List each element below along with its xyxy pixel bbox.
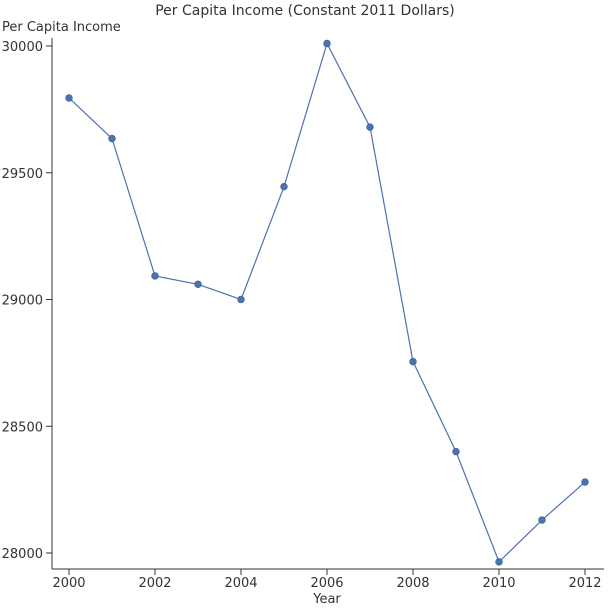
y-tick-label: 29500 <box>2 167 43 182</box>
data-point <box>366 123 374 131</box>
x-tick-label: 2012 <box>568 576 601 591</box>
x-axis-ticks: 2000 2002 2004 2006 2008 2010 2012 <box>52 569 602 591</box>
y-tick-label: 29000 <box>2 294 43 309</box>
series-line <box>68 41 586 563</box>
data-point <box>151 272 159 280</box>
data-point <box>65 94 73 102</box>
chart-title: Per Capita Income (Constant 2011 Dollars… <box>155 3 455 19</box>
y-tick-label: 28500 <box>2 420 43 435</box>
data-point <box>409 357 417 366</box>
x-tick-label: 2004 <box>224 576 257 591</box>
y-tick-label: 28000 <box>2 547 43 562</box>
y-axis-label: Per Capita Income <box>2 20 121 35</box>
data-point <box>323 39 331 48</box>
x-tick-label: 2000 <box>52 576 85 591</box>
x-axis-label: Year <box>312 592 341 607</box>
y-axis-ticks: 28000 28500 29000 29500 30000 <box>2 40 52 562</box>
data-point <box>495 558 503 566</box>
data-point <box>194 280 202 288</box>
x-tick-label: 2002 <box>138 576 171 591</box>
x-tick-label: 2010 <box>482 576 515 591</box>
data-point <box>108 134 116 143</box>
x-tick-label: 2008 <box>396 576 429 591</box>
x-tick-label: 2006 <box>310 576 343 591</box>
series-group <box>65 39 589 566</box>
data-point <box>237 295 245 304</box>
y-tick-label: 30000 <box>2 40 43 55</box>
data-point <box>452 447 460 456</box>
data-point <box>581 478 589 486</box>
data-point <box>280 182 288 191</box>
data-point <box>538 516 546 524</box>
